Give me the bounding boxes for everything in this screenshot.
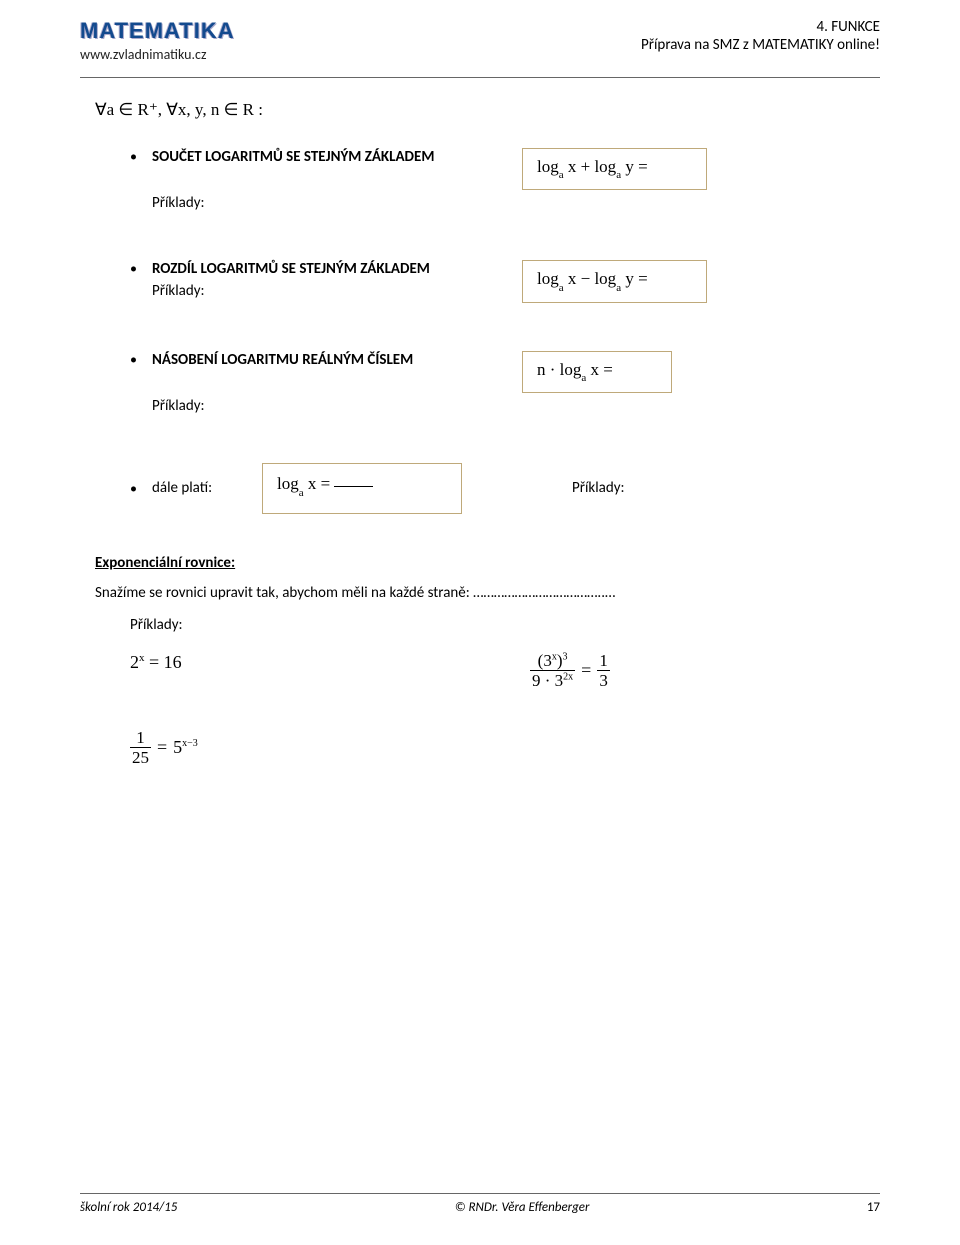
bullet-icon: •: [130, 351, 152, 368]
equation-row-1: 2x = 16 (3x)3 9 · 32x = 1 3: [80, 652, 880, 689]
rule-block-mult: • NÁSOBENÍ LOGARITMU REÁLNÝM ČÍSLEM n · …: [80, 351, 880, 415]
eq2-rhs-den: 3: [597, 670, 610, 689]
rule-title: NÁSOBENÍ LOGARITMU REÁLNÝM ČÍSLEM: [152, 351, 522, 369]
equation-2: (3x)3 9 · 32x = 1 3: [530, 652, 610, 689]
formula-box: loga x + loga y =: [522, 148, 707, 190]
rule-block-dale: • dále platí: loga x = Příklady:: [80, 463, 880, 513]
page-number: 17: [867, 1200, 880, 1215]
chapter-title: 4. FUNKCE: [641, 18, 880, 36]
exp-title: Exponenciální rovnice:: [80, 554, 880, 572]
rule-title: ROZDÍL LOGARITMŮ SE STEJNÝM ZÁKLADEM: [152, 260, 522, 278]
rule-block-diff: • ROZDÍL LOGARITMŮ SE STEJNÝM ZÁKLADEM P…: [80, 260, 880, 302]
dale-label: dále platí:: [152, 479, 262, 497]
chapter-subtitle: Příprava na SMZ z MATEMATIKY online!: [641, 36, 880, 54]
bullet-icon: •: [130, 480, 152, 497]
eq2-rhs-num: 1: [597, 652, 610, 670]
footer-center: © RNDr. Věra Effenberger: [455, 1200, 590, 1215]
examples-label: Příklady:: [572, 479, 625, 497]
page-footer: školní rok 2014/15 © RNDr. Věra Effenber…: [80, 1193, 880, 1215]
formula-box: n · loga x =: [522, 351, 672, 393]
page-header: MATEMATIKA www.zvladnimatiku.cz 4. FUNKC…: [80, 18, 880, 78]
exp-text: Snažíme se rovnici upravit tak, abychom …: [80, 584, 880, 602]
bullet-icon: •: [130, 260, 152, 277]
eq2-numerator: (3x)3: [536, 652, 570, 670]
eq3-lhs-num: 1: [134, 729, 147, 747]
header-right: 4. FUNKCE Příprava na SMZ z MATEMATIKY o…: [641, 18, 880, 54]
quantifier-line: ∀a ∈ R⁺, ∀x, y, n ∈ R :: [80, 100, 880, 120]
footer-left: školní rok 2014/15: [80, 1200, 177, 1215]
formula-box: loga x − loga y =: [522, 260, 707, 302]
equation-3: 1 25 = 5x−3: [130, 729, 530, 766]
eq3-lhs-den: 25: [130, 747, 151, 766]
rule-block-sum: • SOUČET LOGARITMŮ SE STEJNÝM ZÁKLADEM l…: [80, 148, 880, 212]
exponential-section: Exponenciální rovnice: Snažíme se rovnic…: [80, 554, 880, 766]
rule-title: SOUČET LOGARITMŮ SE STEJNÝM ZÁKLADEM: [152, 148, 522, 166]
eq3-rhs: 5x−3: [173, 737, 198, 758]
page-content: ∀a ∈ R⁺, ∀x, y, n ∈ R : • SOUČET LOGARIT…: [80, 100, 880, 806]
examples-label: Příklady:: [80, 616, 880, 634]
bullet-icon: •: [130, 148, 152, 165]
equation-1: 2x = 16: [130, 652, 530, 689]
equation-row-2: 1 25 = 5x−3: [80, 729, 880, 766]
formula-text: loga x =: [277, 474, 334, 493]
formula-box: loga x =: [262, 463, 462, 513]
eq2-denominator: 9 · 32x: [530, 670, 575, 689]
examples-label: Příklady:: [152, 282, 522, 300]
examples-label: Příklady:: [80, 397, 880, 415]
examples-label: Příklady:: [80, 194, 880, 212]
